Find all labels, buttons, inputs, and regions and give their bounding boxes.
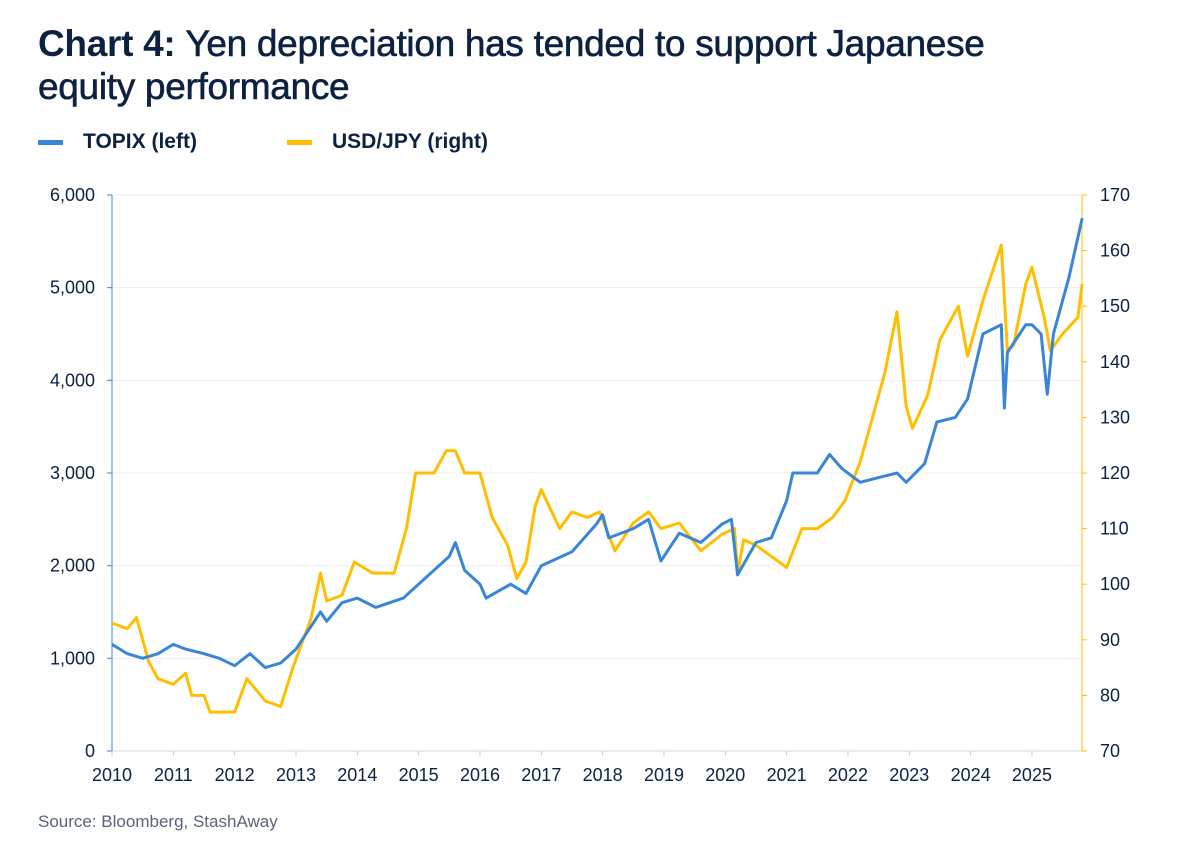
x-tick-label: 2013	[276, 765, 316, 785]
y-left-tick-label: 6,000	[50, 185, 95, 205]
usdjpy-line	[111, 243, 1084, 714]
x-tick-label: 2024	[951, 765, 991, 785]
y-right-tick-label: 160	[1100, 241, 1130, 261]
y-right-tick-label: 100	[1100, 574, 1130, 594]
y-right-tick-label: 150	[1100, 296, 1130, 316]
x-tick-label: 2010	[92, 765, 132, 785]
y-left-tick-label: 5,000	[50, 278, 95, 298]
x-tick-label: 2015	[399, 765, 439, 785]
x-tick-label: 2022	[828, 765, 868, 785]
y-left-tick-label: 4,000	[50, 370, 95, 390]
legend-label-usdjpy: USD/JPY (right)	[332, 130, 488, 153]
x-tick-label: 2023	[889, 765, 929, 785]
y-right-tick-label: 130	[1100, 407, 1130, 427]
y-right-tick-label: 110	[1100, 519, 1129, 539]
y-right-tick-label: 70	[1100, 741, 1120, 761]
y-right-tick-label: 140	[1100, 352, 1130, 372]
legend-swatch-usdjpy	[287, 139, 312, 145]
y-right-tick-label: 80	[1100, 685, 1120, 705]
y-left-tick-label: 2,000	[50, 556, 95, 576]
y-left-tick-label: 3,000	[50, 463, 95, 483]
chart-title: Chart 4: Yen depreciation has tended to …	[38, 22, 1038, 108]
legend-swatch-topix	[38, 139, 63, 145]
x-tick-label: 2017	[521, 765, 561, 785]
x-tick-label: 2018	[583, 765, 623, 785]
x-tick-label: 2011	[154, 765, 193, 785]
x-tick-label: 2014	[337, 765, 377, 785]
x-tick-label: 2016	[460, 765, 500, 785]
y-left-tick-label: 1,000	[50, 648, 95, 668]
y-right-tick-label: 170	[1100, 185, 1130, 205]
y-right-tick-label: 90	[1100, 630, 1120, 650]
chart-title-text: Yen depreciation has tended to support J…	[38, 23, 985, 108]
y-left-tick-label: 0	[85, 741, 95, 761]
legend-usdjpy: USD/JPY (right)	[287, 130, 488, 154]
x-tick-label: 2025	[1012, 765, 1052, 785]
legend-topix: TOPIX (left)	[38, 130, 197, 154]
topix-line	[111, 217, 1084, 670]
x-tick-label: 2019	[644, 765, 684, 785]
x-tick-label: 2020	[705, 765, 745, 785]
legend-label-topix: TOPIX (left)	[83, 130, 197, 153]
x-tick-label: 2021	[767, 765, 807, 785]
chart-title-prefix: Chart 4:	[38, 23, 176, 64]
source-note: Source: Bloomberg, StashAway	[38, 812, 278, 831]
y-right-tick-label: 120	[1100, 463, 1130, 483]
x-tick-label: 2012	[215, 765, 255, 785]
